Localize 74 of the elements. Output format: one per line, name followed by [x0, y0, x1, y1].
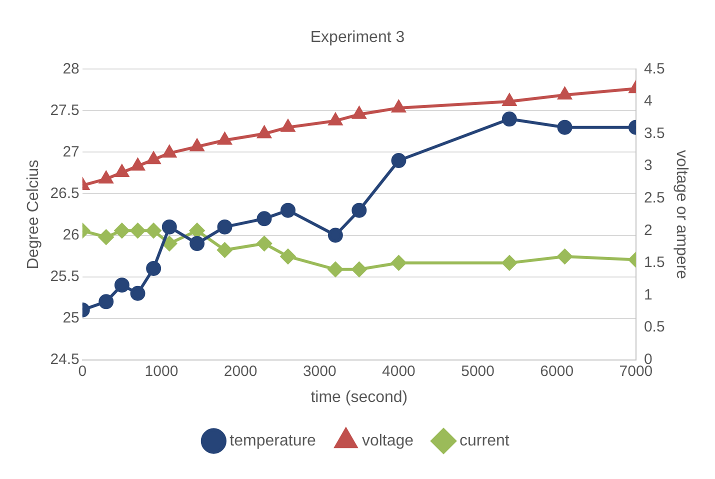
point: [258, 126, 271, 138]
point: [190, 236, 205, 252]
legend-label: temperature: [230, 432, 316, 450]
point: [502, 94, 516, 106]
point: [162, 236, 177, 252]
x-tick-label: 1000: [144, 362, 178, 380]
y-tick-label: 27.5: [50, 102, 80, 119]
point: [190, 139, 204, 152]
point: [558, 88, 572, 100]
x-tick-label: 4000: [382, 362, 416, 380]
point: [256, 236, 272, 252]
point: [130, 286, 146, 301]
point: [162, 146, 176, 158]
point: [217, 219, 232, 234]
point: [280, 248, 296, 264]
point: [281, 120, 295, 132]
point: [392, 100, 406, 112]
x-tick-label: 7000: [619, 362, 653, 380]
point: [391, 255, 406, 270]
point: [352, 202, 367, 218]
point: [557, 248, 572, 264]
y2-tick-label: 2: [644, 222, 652, 239]
y-tick-label: 25.5: [50, 268, 80, 285]
y2-axis-title: voltage or ampere: [672, 150, 690, 280]
point: [130, 223, 146, 238]
point: [98, 230, 114, 245]
point: [99, 171, 113, 184]
y2-tick-label: 1: [644, 286, 652, 304]
x-tick-label: 6000: [540, 362, 574, 380]
point: [98, 294, 114, 310]
point: [131, 158, 144, 171]
y2-tick-label: 3: [644, 157, 652, 174]
point: [146, 260, 162, 276]
point: [328, 262, 343, 277]
point: [190, 223, 205, 238]
point: [352, 262, 367, 277]
y2-tick-label: 4: [644, 92, 652, 110]
point: [352, 106, 366, 119]
point: [328, 113, 342, 126]
y-axis-title: Degree Celcius: [25, 160, 42, 270]
chart-title: Experiment 3: [310, 29, 405, 46]
x-tick-label: 0: [78, 362, 87, 380]
point: [557, 120, 572, 135]
y2-tick-label: 4.5: [644, 60, 665, 78]
y2-tick-label: 1.5: [644, 254, 665, 272]
point: [218, 132, 232, 145]
point: [328, 228, 343, 243]
legend-label: voltage: [362, 432, 414, 450]
x-tick-label: 2000: [224, 362, 258, 380]
y-tick-label: 25: [62, 309, 80, 326]
y2-tick-label: 0.5: [644, 318, 665, 336]
point: [256, 211, 272, 226]
point: [502, 255, 517, 270]
point: [391, 153, 406, 168]
point: [114, 223, 130, 238]
point: [502, 112, 517, 127]
point: [146, 152, 160, 164]
x-tick-label: 3000: [302, 362, 336, 380]
y-tick-label: 26: [62, 226, 80, 244]
y-tick-label: 28: [62, 60, 80, 78]
point: [280, 202, 296, 218]
y-tick-label: 24.5: [50, 350, 80, 368]
y-tick-label: 27: [62, 143, 80, 160]
legend-label: current: [460, 432, 510, 450]
point: [162, 219, 177, 234]
y-tick-label: 26.5: [50, 184, 80, 202]
point: [115, 165, 129, 178]
x-tick-label: 5000: [461, 362, 494, 380]
y2-tick-label: 3.5: [644, 124, 665, 142]
point: [114, 278, 130, 293]
point: [217, 242, 232, 258]
y2-tick-label: 2.5: [644, 189, 665, 206]
x-axis-title: time (second): [310, 388, 408, 406]
point: [146, 223, 162, 238]
